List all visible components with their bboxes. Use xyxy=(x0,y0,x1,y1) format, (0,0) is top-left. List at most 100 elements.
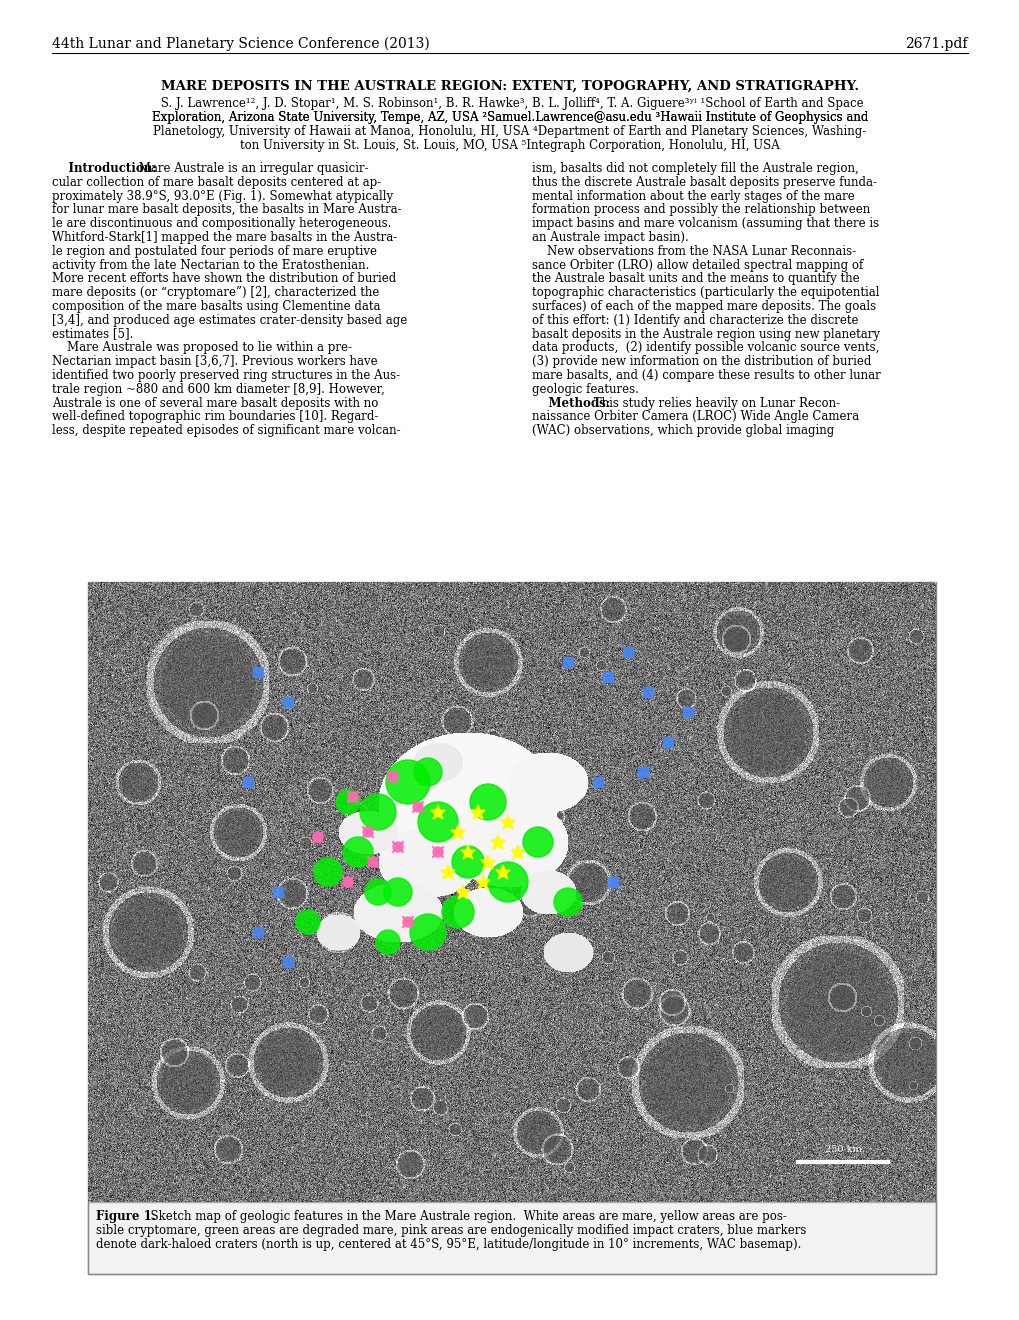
Text: ton University in St. Louis, St. Louis, MO, USA ⁵Integraph Corporation, Honolulu: ton University in St. Louis, St. Louis, … xyxy=(239,139,780,152)
Text: le are discontinuous and compositionally heterogeneous.: le are discontinuous and compositionally… xyxy=(52,218,391,230)
Text: Introduction:: Introduction: xyxy=(52,162,157,176)
Text: sance Orbiter (LRO) allow detailed spectral mapping of: sance Orbiter (LRO) allow detailed spect… xyxy=(532,259,862,272)
Text: MARE DEPOSITS IN THE AUSTRALE REGION: EXTENT, TOPOGRAPHY, AND STRATIGRAPHY.: MARE DEPOSITS IN THE AUSTRALE REGION: EX… xyxy=(161,81,858,92)
Text: less, despite repeated episodes of significant mare volcan-: less, despite repeated episodes of signi… xyxy=(52,424,400,437)
Circle shape xyxy=(313,832,323,842)
Circle shape xyxy=(403,917,413,927)
Text: composition of the mare basalts using Clementine data: composition of the mare basalts using Cl… xyxy=(52,300,380,313)
Circle shape xyxy=(376,931,399,954)
Text: Mare Australe was proposed to lie within a pre-: Mare Australe was proposed to lie within… xyxy=(52,342,352,354)
Circle shape xyxy=(418,803,458,842)
Bar xyxy=(88,582,935,1274)
Text: 44th Lunar and Planetary Science Conference (2013): 44th Lunar and Planetary Science Confere… xyxy=(52,37,429,51)
Circle shape xyxy=(410,913,445,950)
Text: basalt deposits in the Australe region using new planetary: basalt deposits in the Australe region u… xyxy=(532,327,879,341)
Text: Methods:: Methods: xyxy=(532,396,609,409)
Circle shape xyxy=(470,784,505,820)
Circle shape xyxy=(385,760,430,804)
Polygon shape xyxy=(471,805,484,818)
Text: Mare Australe is an irregular quasicir-: Mare Australe is an irregular quasicir- xyxy=(135,162,368,176)
Circle shape xyxy=(523,828,552,857)
Text: Whitford-Stark[1] mapped the mare basalts in the Austra-: Whitford-Stark[1] mapped the mare basalt… xyxy=(52,231,396,244)
Text: This study relies heavily on Lunar Recon-: This study relies heavily on Lunar Recon… xyxy=(589,396,840,409)
Text: topographic characteristics (particularly the equipotential: topographic characteristics (particularl… xyxy=(532,286,878,300)
Text: New observations from the NASA Lunar Reconnais-: New observations from the NASA Lunar Rec… xyxy=(532,244,855,257)
Circle shape xyxy=(451,846,484,878)
Polygon shape xyxy=(490,836,504,849)
Text: More recent efforts have shown the distribution of buried: More recent efforts have shown the distr… xyxy=(52,272,395,285)
Text: (WAC) observations, which provide global imaging: (WAC) observations, which provide global… xyxy=(532,424,834,437)
Text: ism, basalts did not completely fill the Australe region,: ism, basalts did not completely fill the… xyxy=(532,162,858,176)
Bar xyxy=(683,708,692,717)
Text: for lunar mare basalt deposits, the basalts in Mare Austra-: for lunar mare basalt deposits, the basa… xyxy=(52,203,401,216)
Bar xyxy=(253,667,263,677)
Bar xyxy=(592,777,602,787)
Circle shape xyxy=(441,896,474,928)
Text: sible cryptomare, green areas are degraded mare, pink areas are endogenically mo: sible cryptomare, green areas are degrad… xyxy=(96,1224,806,1237)
Text: trale region ~880 and 600 km diameter [8,9]. However,: trale region ~880 and 600 km diameter [8… xyxy=(52,383,384,396)
Circle shape xyxy=(314,858,341,886)
Polygon shape xyxy=(500,814,515,829)
Bar xyxy=(273,887,282,898)
Circle shape xyxy=(387,772,397,781)
Text: mare basalts, and (4) compare these results to other lunar: mare basalts, and (4) compare these resu… xyxy=(532,370,879,381)
Text: Exploration, Arizona State University, Tempe, AZ, USA ²Samuel.Lawrence@asu.edu ³: Exploration, Arizona State University, T… xyxy=(152,111,867,124)
Circle shape xyxy=(342,837,373,867)
Circle shape xyxy=(365,879,390,906)
Bar xyxy=(88,1203,935,1274)
Text: denote dark-haloed craters (north is up, centered at 45°S, 95°E, latitude/longit: denote dark-haloed craters (north is up,… xyxy=(96,1238,801,1251)
Circle shape xyxy=(342,876,353,887)
Text: naissance Orbiter Camera (LROC) Wide Angle Camera: naissance Orbiter Camera (LROC) Wide Ang… xyxy=(532,411,858,424)
Polygon shape xyxy=(495,865,510,879)
Circle shape xyxy=(553,888,582,916)
Text: impact basins and mare volcanism (assuming that there is: impact basins and mare volcanism (assumi… xyxy=(532,218,878,230)
Circle shape xyxy=(413,803,423,812)
Circle shape xyxy=(363,828,373,837)
Bar xyxy=(282,697,292,708)
Bar xyxy=(602,672,612,682)
Text: proximately 38.9°S, 93.0°E (Fig. 1). Somewhat atypically: proximately 38.9°S, 93.0°E (Fig. 1). Som… xyxy=(52,190,392,202)
Polygon shape xyxy=(431,805,444,818)
Circle shape xyxy=(383,878,412,906)
Text: Planetology, University of Hawaii at Manoa, Honolulu, HI, USA ⁴Department of Ear: Planetology, University of Hawaii at Man… xyxy=(153,125,866,139)
Bar xyxy=(637,767,647,777)
Text: (3) provide new information on the distribution of buried: (3) provide new information on the distr… xyxy=(532,355,870,368)
Text: an Australe impact basin).: an Australe impact basin). xyxy=(532,231,688,244)
Polygon shape xyxy=(511,845,525,859)
Text: data products,  (2) identify possible volcanic source vents,: data products, (2) identify possible vol… xyxy=(532,342,878,354)
Circle shape xyxy=(360,795,395,830)
Text: Nectarian impact basin [3,6,7]. Previous workers have: Nectarian impact basin [3,6,7]. Previous… xyxy=(52,355,377,368)
Circle shape xyxy=(414,758,441,785)
Circle shape xyxy=(392,842,403,851)
Bar xyxy=(282,957,292,968)
Polygon shape xyxy=(461,845,475,859)
Polygon shape xyxy=(450,825,465,840)
Bar xyxy=(662,737,673,747)
Text: S. J. Lawrence¹², J. D. Stopar¹, M. S. Robinson¹, B. R. Hawke³, B. L. Jolliff⁴, : S. J. Lawrence¹², J. D. Stopar¹, M. S. R… xyxy=(157,96,862,110)
Polygon shape xyxy=(476,875,489,888)
Text: Figure 1.: Figure 1. xyxy=(96,1210,156,1224)
Text: mental information about the early stages of the mare: mental information about the early stage… xyxy=(532,190,854,202)
Text: the Australe basalt units and the means to quantify the: the Australe basalt units and the means … xyxy=(532,272,859,285)
Text: estimates [5].: estimates [5]. xyxy=(52,327,133,341)
Bar xyxy=(642,686,652,697)
Text: le region and postulated four periods of mare eruptive: le region and postulated four periods of… xyxy=(52,244,377,257)
Text: geologic features.: geologic features. xyxy=(532,383,638,396)
Text: 2671.pdf: 2671.pdf xyxy=(905,37,967,51)
Circle shape xyxy=(487,862,528,902)
Circle shape xyxy=(433,847,442,857)
Circle shape xyxy=(335,789,360,814)
Bar xyxy=(253,927,263,937)
Text: 250 km: 250 km xyxy=(823,1144,861,1154)
Text: well-defined topographic rim boundaries [10]. Regard-: well-defined topographic rim boundaries … xyxy=(52,411,378,424)
Circle shape xyxy=(296,909,320,935)
Bar xyxy=(562,657,573,667)
Text: identified two poorly preserved ring structures in the Aus-: identified two poorly preserved ring str… xyxy=(52,370,399,381)
Polygon shape xyxy=(455,884,470,899)
Circle shape xyxy=(347,792,358,803)
Text: mare deposits (or “cryptomare”) [2], characterized the: mare deposits (or “cryptomare”) [2], cha… xyxy=(52,286,379,300)
Circle shape xyxy=(368,857,378,867)
Text: cular collection of mare basalt deposits centered at ap-: cular collection of mare basalt deposits… xyxy=(52,176,381,189)
Text: of this effort: (1) Identify and characterize the discrete: of this effort: (1) Identify and charact… xyxy=(532,314,858,327)
Bar xyxy=(243,777,253,787)
